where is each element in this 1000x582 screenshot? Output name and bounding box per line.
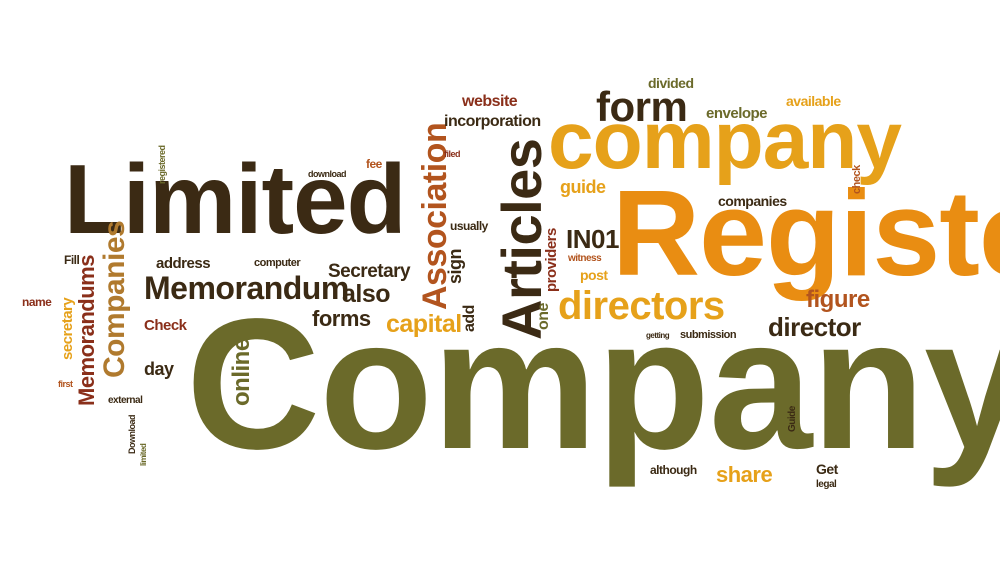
word-website: website [462,93,518,110]
word-external: external [108,395,143,406]
word-day: day [144,359,174,379]
word-figure: figure [806,286,870,313]
word-registered: registered [157,145,167,184]
word-address: address [156,255,211,272]
word-getting: getting [646,331,670,340]
word-also: also [342,280,391,308]
word-envelope: envelope [706,105,768,122]
word-fill: Fill [64,253,80,267]
word-guide: guide [560,177,606,197]
word-name: name [22,295,52,309]
word-directors: directors [558,284,725,328]
word-memorandum: Memorandum [144,270,349,306]
word-add: add [461,305,478,332]
word-secretary: secretary [59,297,76,360]
word-check-cap: Check [144,317,187,334]
word-submission: submission [680,329,737,341]
word-share: share [716,462,773,487]
word-although: although [650,463,697,477]
word-company-big: Company [186,281,1000,488]
word-incorporation: incorporation [444,113,541,130]
word-providers: providers [543,228,560,292]
word-download-cap: Download [127,415,137,454]
word-witness: witness [568,253,602,264]
word-in01: IN01 [566,224,619,254]
word-sign: sign [445,248,465,284]
word-limited-small: limited [139,443,148,466]
word-companies: companies [718,193,787,209]
word-get: Get [816,461,838,477]
word-post: post [580,267,608,283]
word-computer: computer [254,257,301,269]
word-check: check [851,165,863,194]
word-fee: fee [366,157,382,171]
word-memorandums: Memorandums [74,255,99,406]
word-form: form [596,83,688,130]
word-capital: capital [386,310,462,338]
word-forms: forms [312,306,371,331]
word-company-mid: company [548,95,902,186]
word-guide-cap: Guide [787,406,798,432]
word-limited: Limited [64,144,406,254]
word-secretary-cap: Secretary [328,261,411,282]
word-director: director [768,312,861,342]
word-usually: usually [450,219,488,233]
word-available: available [786,93,841,109]
word-companies-vertical: Companies [98,220,131,378]
word-online: online [228,338,255,406]
word-one: one [535,303,552,330]
word-download: download [308,169,347,179]
word-filed: filed [444,149,461,159]
word-first: first [58,379,73,389]
word-legal: legal [816,479,837,490]
word-divided: divided [648,75,694,91]
word-register: Register [612,165,1000,301]
